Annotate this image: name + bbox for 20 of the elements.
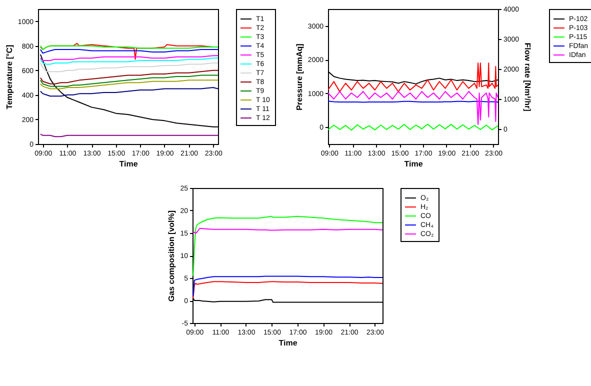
line-series <box>40 74 218 87</box>
line-series <box>328 62 498 92</box>
line-series <box>40 58 218 65</box>
line-series <box>328 124 498 131</box>
y2-axis-title: Flow rate [Nm³/hr] <box>523 42 532 112</box>
line-series <box>40 62 218 72</box>
line-series <box>40 70 218 84</box>
y-axis-title: Gas composition [vol%] <box>167 210 176 302</box>
line-series <box>192 281 382 299</box>
y-axis-title: Temperature [°C] <box>4 44 14 110</box>
x-axis-title: Time <box>404 160 424 168</box>
line-series <box>328 70 498 84</box>
y-axis-title: Pressure [mmAq] <box>294 43 304 110</box>
line-series <box>40 87 218 97</box>
line-series <box>192 276 382 296</box>
line-series <box>192 216 382 276</box>
line-series <box>40 80 218 90</box>
line-series <box>328 91 498 125</box>
x-axis-title: Time <box>119 160 138 168</box>
x-axis-title: Time <box>278 338 298 348</box>
